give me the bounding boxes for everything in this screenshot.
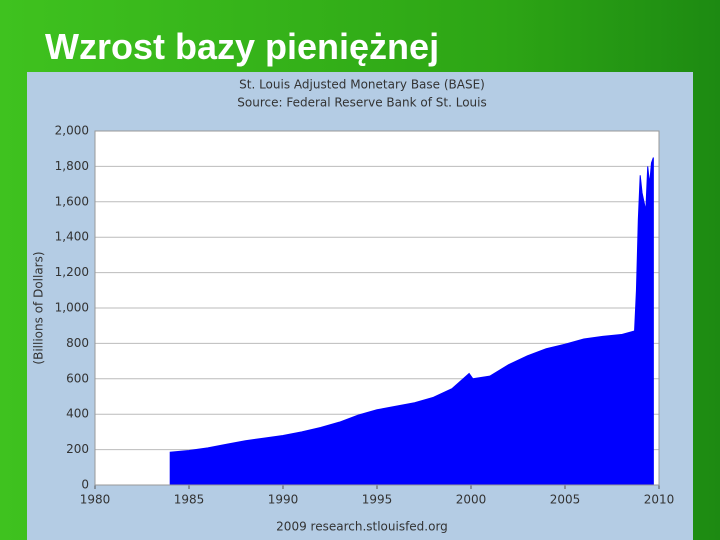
y-tick-label: 1,600 xyxy=(55,194,89,208)
slide-title: Wzrost bazy pieniężnej xyxy=(45,26,440,67)
chart-caption: 2009 research.stlouisfed.org xyxy=(276,520,448,534)
y-tick-label: 200 xyxy=(66,442,89,456)
chart-title: St. Louis Adjusted Monetary Base (BASE) xyxy=(239,78,485,92)
y-tick-label: 800 xyxy=(66,336,89,350)
y-tick-label: 1,800 xyxy=(55,159,89,173)
x-tick-label: 1985 xyxy=(174,493,205,507)
x-tick-label: 2000 xyxy=(456,493,487,507)
x-tick-label: 1995 xyxy=(362,493,393,507)
y-tick-label: 0 xyxy=(81,478,89,492)
x-tick-label: 1980 xyxy=(80,493,111,507)
x-tick-label: 2005 xyxy=(550,493,581,507)
y-axis-label: (Billions of Dollars) xyxy=(32,251,46,364)
y-tick-label: 400 xyxy=(66,407,89,421)
y-tick-label: 600 xyxy=(66,371,89,385)
plot-border xyxy=(94,130,660,486)
y-tick-label: 1,200 xyxy=(55,265,89,279)
x-tick-label: 2010 xyxy=(644,493,675,507)
area xyxy=(169,157,654,486)
x-tick-label: 1990 xyxy=(268,493,299,507)
y-tick-label: 1,000 xyxy=(55,301,89,315)
y-tick-label: 2,000 xyxy=(55,124,89,138)
chart-subtitle: Source: Federal Reserve Bank of St. Loui… xyxy=(237,96,486,110)
y-tick-label: 1,400 xyxy=(55,230,89,244)
